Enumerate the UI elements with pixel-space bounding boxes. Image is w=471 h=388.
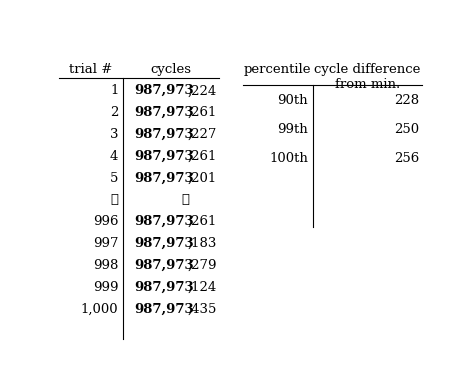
Text: 987,973: 987,973 bbox=[134, 84, 194, 97]
Text: 987,973: 987,973 bbox=[134, 259, 194, 272]
Text: 3: 3 bbox=[110, 128, 118, 141]
Text: 90th: 90th bbox=[277, 94, 308, 107]
Text: 5: 5 bbox=[110, 171, 118, 185]
Text: ,224: ,224 bbox=[187, 84, 217, 97]
Text: 998: 998 bbox=[93, 259, 118, 272]
Text: 2: 2 bbox=[110, 106, 118, 119]
Text: ,435: ,435 bbox=[187, 302, 217, 315]
Text: 987,973: 987,973 bbox=[134, 150, 194, 163]
Text: 256: 256 bbox=[394, 152, 419, 165]
Text: ⋮: ⋮ bbox=[182, 193, 190, 206]
Text: cycles: cycles bbox=[151, 63, 192, 76]
Text: 997: 997 bbox=[93, 237, 118, 250]
Text: ,261: ,261 bbox=[187, 150, 217, 163]
Text: 1,000: 1,000 bbox=[81, 302, 118, 315]
Text: 987,973: 987,973 bbox=[134, 281, 194, 294]
Text: 1: 1 bbox=[110, 84, 118, 97]
Text: ,261: ,261 bbox=[187, 215, 217, 228]
Text: 996: 996 bbox=[93, 215, 118, 228]
Text: 987,973: 987,973 bbox=[134, 128, 194, 141]
Text: 999: 999 bbox=[93, 281, 118, 294]
Text: 987,973: 987,973 bbox=[134, 106, 194, 119]
Text: 228: 228 bbox=[394, 94, 419, 107]
Text: ,261: ,261 bbox=[187, 106, 217, 119]
Text: 987,973: 987,973 bbox=[134, 171, 194, 185]
Text: ⋮: ⋮ bbox=[110, 193, 118, 206]
Text: 987,973: 987,973 bbox=[134, 215, 194, 228]
Text: 250: 250 bbox=[394, 123, 419, 136]
Text: ,124: ,124 bbox=[187, 281, 217, 294]
Text: cycle difference
from min.: cycle difference from min. bbox=[314, 63, 421, 91]
Text: percentile: percentile bbox=[244, 63, 312, 76]
Text: ,227: ,227 bbox=[187, 128, 217, 141]
Text: trial #: trial # bbox=[69, 63, 113, 76]
Text: ,279: ,279 bbox=[187, 259, 217, 272]
Text: 99th: 99th bbox=[277, 123, 308, 136]
Text: ,183: ,183 bbox=[187, 237, 217, 250]
Text: 4: 4 bbox=[110, 150, 118, 163]
Text: 987,973: 987,973 bbox=[134, 302, 194, 315]
Text: ,201: ,201 bbox=[187, 171, 217, 185]
Text: 987,973: 987,973 bbox=[134, 237, 194, 250]
Text: 100th: 100th bbox=[269, 152, 308, 165]
